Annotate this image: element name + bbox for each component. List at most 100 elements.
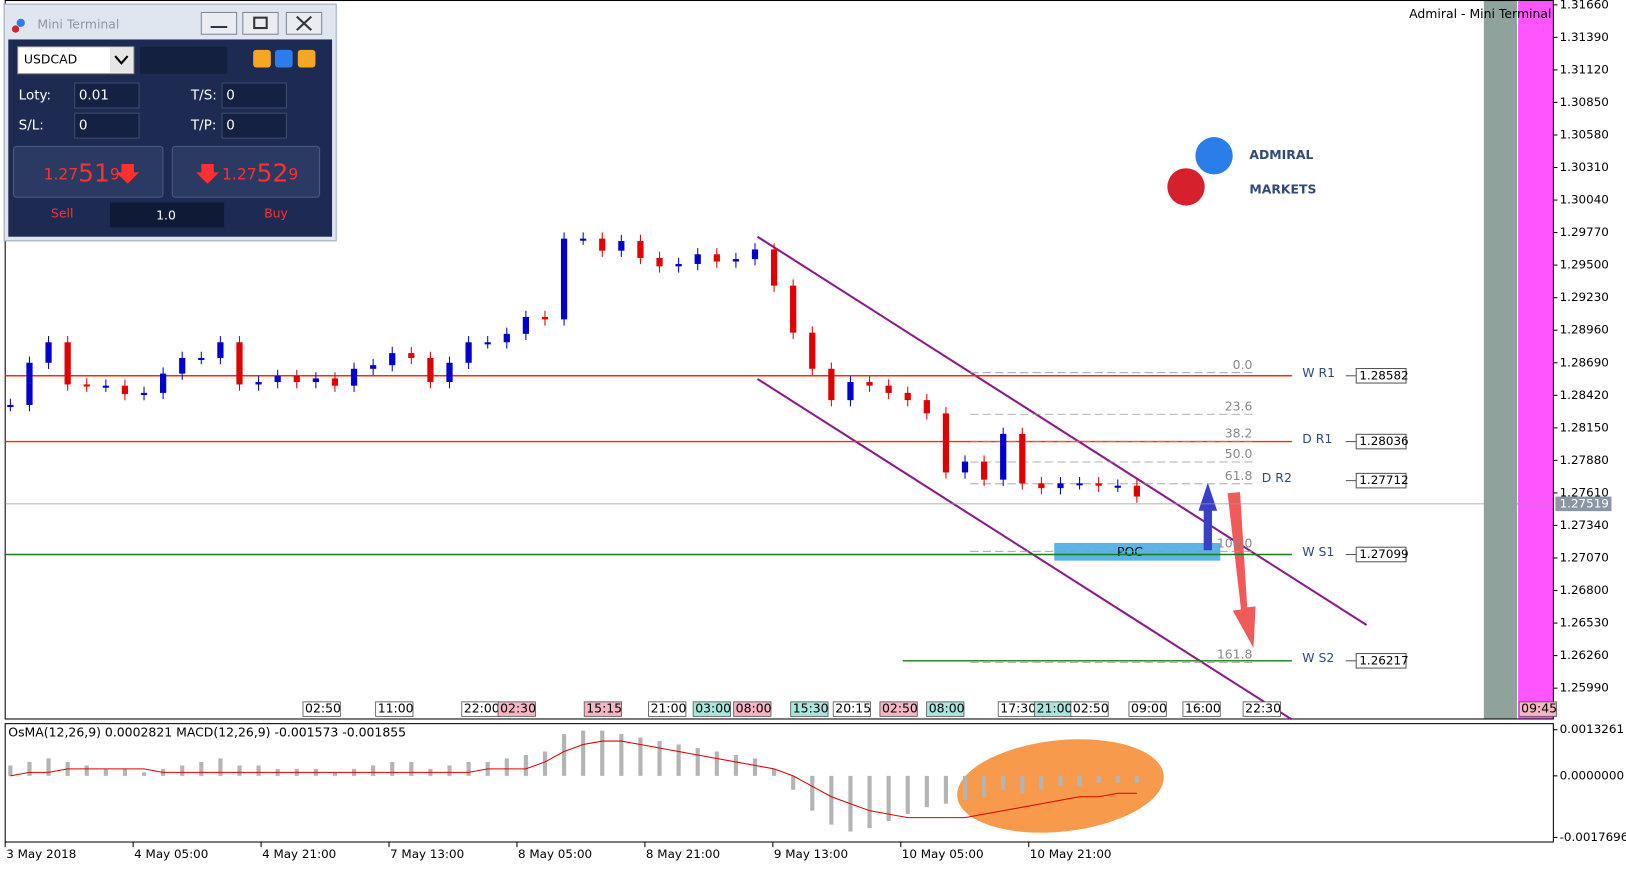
y-tick-label: 1.26260 <box>1560 648 1609 662</box>
y-tick-label: 1.29500 <box>1560 258 1609 272</box>
osma-bar <box>218 758 223 776</box>
osma-bar <box>810 775 815 811</box>
candle <box>160 373 167 393</box>
osma-bar <box>581 730 586 776</box>
candle <box>64 342 71 385</box>
candle <box>140 392 148 395</box>
candle <box>255 382 262 385</box>
osma-bar <box>638 737 643 776</box>
x-tick-label: 4 May 05:00 <box>134 847 208 861</box>
price-pips: 51 <box>78 158 110 187</box>
osma-bar <box>371 765 376 776</box>
osma-bar <box>103 768 108 776</box>
candle <box>790 285 797 333</box>
chart-header: Admiral - Mini Terminal <box>1409 6 1551 21</box>
candle <box>274 376 281 383</box>
y-tick-label: 1.29770 <box>1560 225 1609 239</box>
buy-label: Buy <box>264 205 288 220</box>
session-box <box>583 701 622 717</box>
session-label: 15:30 <box>793 701 829 716</box>
buy-price: 1.27529 <box>222 158 298 187</box>
candle <box>370 365 377 369</box>
fib-label: 100.0 <box>1217 536 1253 551</box>
candle <box>1076 483 1083 486</box>
candle <box>102 385 109 388</box>
y-tick-label: 1.27070 <box>1560 550 1609 564</box>
osma-bar <box>332 772 338 776</box>
sl-input[interactable] <box>74 112 140 139</box>
osma-bar <box>409 761 414 776</box>
session-label: 22:30 <box>1245 701 1281 716</box>
candle <box>866 382 873 386</box>
osma-bar <box>1096 775 1101 783</box>
osma-bar <box>84 765 89 776</box>
volume-input[interactable] <box>109 202 225 228</box>
candle <box>1133 485 1140 497</box>
candle <box>26 362 33 405</box>
poc-zone <box>1054 542 1221 561</box>
candle <box>179 357 186 374</box>
x-tick-label: 7 May 13:00 <box>390 847 464 861</box>
y-tick-label: 1.30040 <box>1560 193 1609 207</box>
osma-bar <box>943 775 948 804</box>
candle <box>408 353 415 358</box>
candle <box>560 238 568 320</box>
candle <box>7 404 14 408</box>
logo-dot <box>1167 168 1205 206</box>
osma-bar <box>466 761 471 776</box>
candle <box>656 257 663 267</box>
session-box <box>302 701 341 717</box>
candle <box>675 263 682 267</box>
lots-input[interactable] <box>74 82 140 109</box>
tool-button[interactable] <box>253 49 271 68</box>
candle <box>580 238 587 241</box>
osma-bar <box>772 768 777 776</box>
osma-bar <box>447 765 452 776</box>
candle <box>446 362 453 383</box>
session-label: 11:00 <box>378 701 414 716</box>
dropdown-button[interactable] <box>109 47 133 73</box>
y-tick-label: -0.0017696 <box>1560 830 1626 844</box>
osma-bar <box>542 751 548 776</box>
up-arrow <box>1198 482 1218 551</box>
minimize-button[interactable] <box>200 11 238 35</box>
y-tick-label: 1.26800 <box>1560 583 1609 597</box>
session-label: 15:15 <box>586 701 622 716</box>
candle <box>331 378 339 386</box>
candle <box>1038 483 1045 489</box>
y-tick-label: 0.0000000 <box>1560 768 1624 782</box>
tp-input[interactable] <box>221 112 287 139</box>
dropdown-icon <box>114 55 129 65</box>
candle <box>350 368 358 386</box>
price-pips: 52 <box>257 158 289 187</box>
session-strip <box>1483 0 1518 720</box>
buy-button[interactable] <box>171 145 321 198</box>
candle <box>427 357 434 383</box>
osma-bar <box>829 775 834 825</box>
candle <box>618 241 625 251</box>
session-label: 09:00 <box>1131 701 1167 716</box>
y-tick-label: 1.30580 <box>1560 127 1609 141</box>
ts-input[interactable] <box>221 82 287 109</box>
osma-bar <box>924 775 929 808</box>
down-arrow <box>1227 492 1256 648</box>
y-tick-label: 1.25990 <box>1560 681 1609 695</box>
session-box <box>733 701 772 717</box>
osma-bar <box>1020 775 1025 794</box>
tool-button[interactable] <box>297 49 316 68</box>
settings-button[interactable] <box>274 49 293 68</box>
candle <box>121 385 129 395</box>
candle <box>465 342 472 363</box>
level-value: 1.27099 <box>1359 547 1408 561</box>
sl-value: 0 <box>79 118 88 134</box>
session-label: 16:00 <box>1185 701 1221 716</box>
mini-terminal: Mini Terminal USDCAD Loty: 0.01 T/S: 0 S… <box>3 3 337 242</box>
candle <box>1114 485 1121 488</box>
osma-bar <box>1134 775 1139 783</box>
sell-button[interactable] <box>12 145 164 198</box>
osma-bar <box>905 775 910 815</box>
osma-bar <box>714 751 719 776</box>
maximize-button[interactable] <box>242 11 279 35</box>
x-tick-label: 10 May 05:00 <box>902 847 984 861</box>
session-box <box>648 701 687 717</box>
